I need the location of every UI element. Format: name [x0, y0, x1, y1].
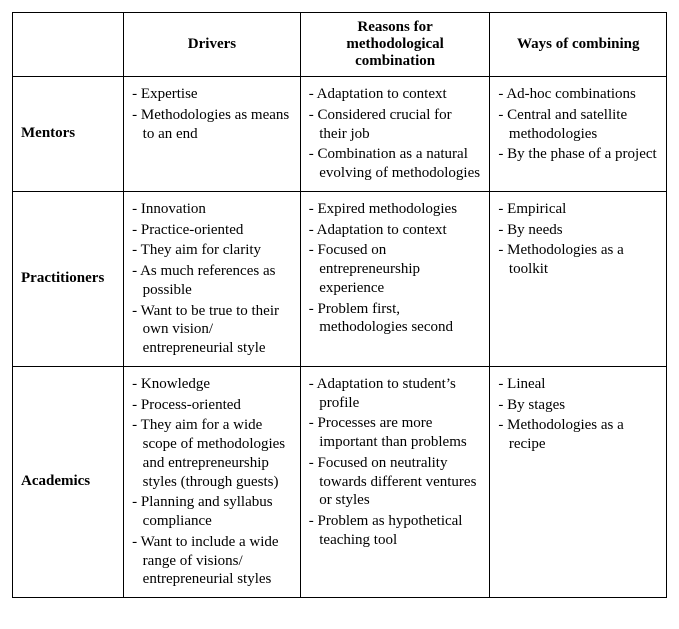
- list-item: Practice-oriented: [132, 221, 292, 240]
- list-item: By needs: [498, 221, 658, 240]
- drivers-list: Innovation Practice-orientedThey aim for …: [132, 200, 292, 358]
- col-header-empty: [13, 13, 124, 77]
- list-item: Innovation: [132, 200, 292, 219]
- list-item: Ad-hoc combinations: [498, 85, 658, 104]
- list-item: Want to be true to their own vision/ ent…: [132, 302, 292, 358]
- list-item: Methodologies as a toolkit: [498, 241, 658, 279]
- ways-list: Empirical By needsMethodologies as a tool…: [498, 200, 658, 279]
- list-item: Focused on neutrality towards different …: [309, 454, 482, 510]
- cell-ways: Ad-hoc combinations Central and satellite…: [490, 77, 667, 192]
- list-item: As much references as possible: [132, 262, 292, 300]
- list-item: Adaptation to context: [309, 85, 482, 104]
- list-item: Process-oriented: [132, 396, 292, 415]
- cell-ways: Lineal By stagesMethodologies as a recipe: [490, 366, 667, 597]
- cell-ways: Empirical By needsMethodologies as a tool…: [490, 191, 667, 366]
- row-header: Mentors: [13, 77, 124, 192]
- list-item: Considered crucial for their job: [309, 106, 482, 144]
- methodology-table: Drivers Reasons for methodological combi…: [12, 12, 667, 598]
- drivers-list: Expertise Methodologies as means to an en…: [132, 85, 292, 143]
- list-item: Lineal: [498, 375, 658, 394]
- row-header: Practitioners: [13, 191, 124, 366]
- list-item: Methodologies as a recipe: [498, 416, 658, 454]
- list-item: Focused on entrepreneurship experience: [309, 241, 482, 297]
- cell-drivers: Expertise Methodologies as means to an en…: [124, 77, 301, 192]
- cell-drivers: Knowledge Process-orientedThey aim for a …: [124, 366, 301, 597]
- list-item: Expertise: [132, 85, 292, 104]
- drivers-list: Knowledge Process-orientedThey aim for a …: [132, 375, 292, 589]
- list-item: Adaptation to context: [309, 221, 482, 240]
- list-item: Want to include a wide range of visions/…: [132, 533, 292, 589]
- list-item: Expired methodologies: [309, 200, 482, 219]
- col-header-reasons: Reasons for methodological combination: [300, 13, 490, 77]
- list-item: They aim for clarity: [132, 241, 292, 260]
- list-item: Methodologies as means to an end: [132, 106, 292, 144]
- col-header-ways: Ways of combining: [490, 13, 667, 77]
- cell-reasons: Adaptation to context Considered crucial …: [300, 77, 490, 192]
- ways-list: Lineal By stagesMethodologies as a recipe: [498, 375, 658, 454]
- cell-reasons: Adaptation to student’s profileProcesses…: [300, 366, 490, 597]
- list-item: Empirical: [498, 200, 658, 219]
- list-item: They aim for a wide scope of methodologi…: [132, 416, 292, 491]
- reasons-list: Adaptation to context Considered crucial …: [309, 85, 482, 183]
- row-header: Academics: [13, 366, 124, 597]
- table-body: Mentors Expertise Methodologies as means t…: [13, 77, 667, 598]
- list-item: Adaptation to student’s profile: [309, 375, 482, 413]
- list-item: Processes are more important than proble…: [309, 414, 482, 452]
- list-item: Problem as hypothetical teaching tool: [309, 512, 482, 550]
- cell-reasons: Expired methodologies Adaptation to conte…: [300, 191, 490, 366]
- col-header-drivers: Drivers: [124, 13, 301, 77]
- list-item: Combination as a natural evolving of met…: [309, 145, 482, 183]
- table-row: Mentors Expertise Methodologies as means t…: [13, 77, 667, 192]
- reasons-list: Adaptation to student’s profileProcesses…: [309, 375, 482, 550]
- ways-list: Ad-hoc combinations Central and satellite…: [498, 85, 658, 164]
- list-item: Planning and syllabus compliance: [132, 493, 292, 531]
- reasons-list: Expired methodologies Adaptation to conte…: [309, 200, 482, 337]
- list-item: By stages: [498, 396, 658, 415]
- list-item: By the phase of a project: [498, 145, 658, 164]
- cell-drivers: Innovation Practice-orientedThey aim for …: [124, 191, 301, 366]
- table-row: Practitioners Innovation Practice-oriented…: [13, 191, 667, 366]
- table-header-row: Drivers Reasons for methodological combi…: [13, 13, 667, 77]
- list-item: Central and satellite methodologies: [498, 106, 658, 144]
- list-item: Problem first, methodologies second: [309, 300, 482, 338]
- list-item: Knowledge: [132, 375, 292, 394]
- table-row: Academics Knowledge Process-orientedThey a…: [13, 366, 667, 597]
